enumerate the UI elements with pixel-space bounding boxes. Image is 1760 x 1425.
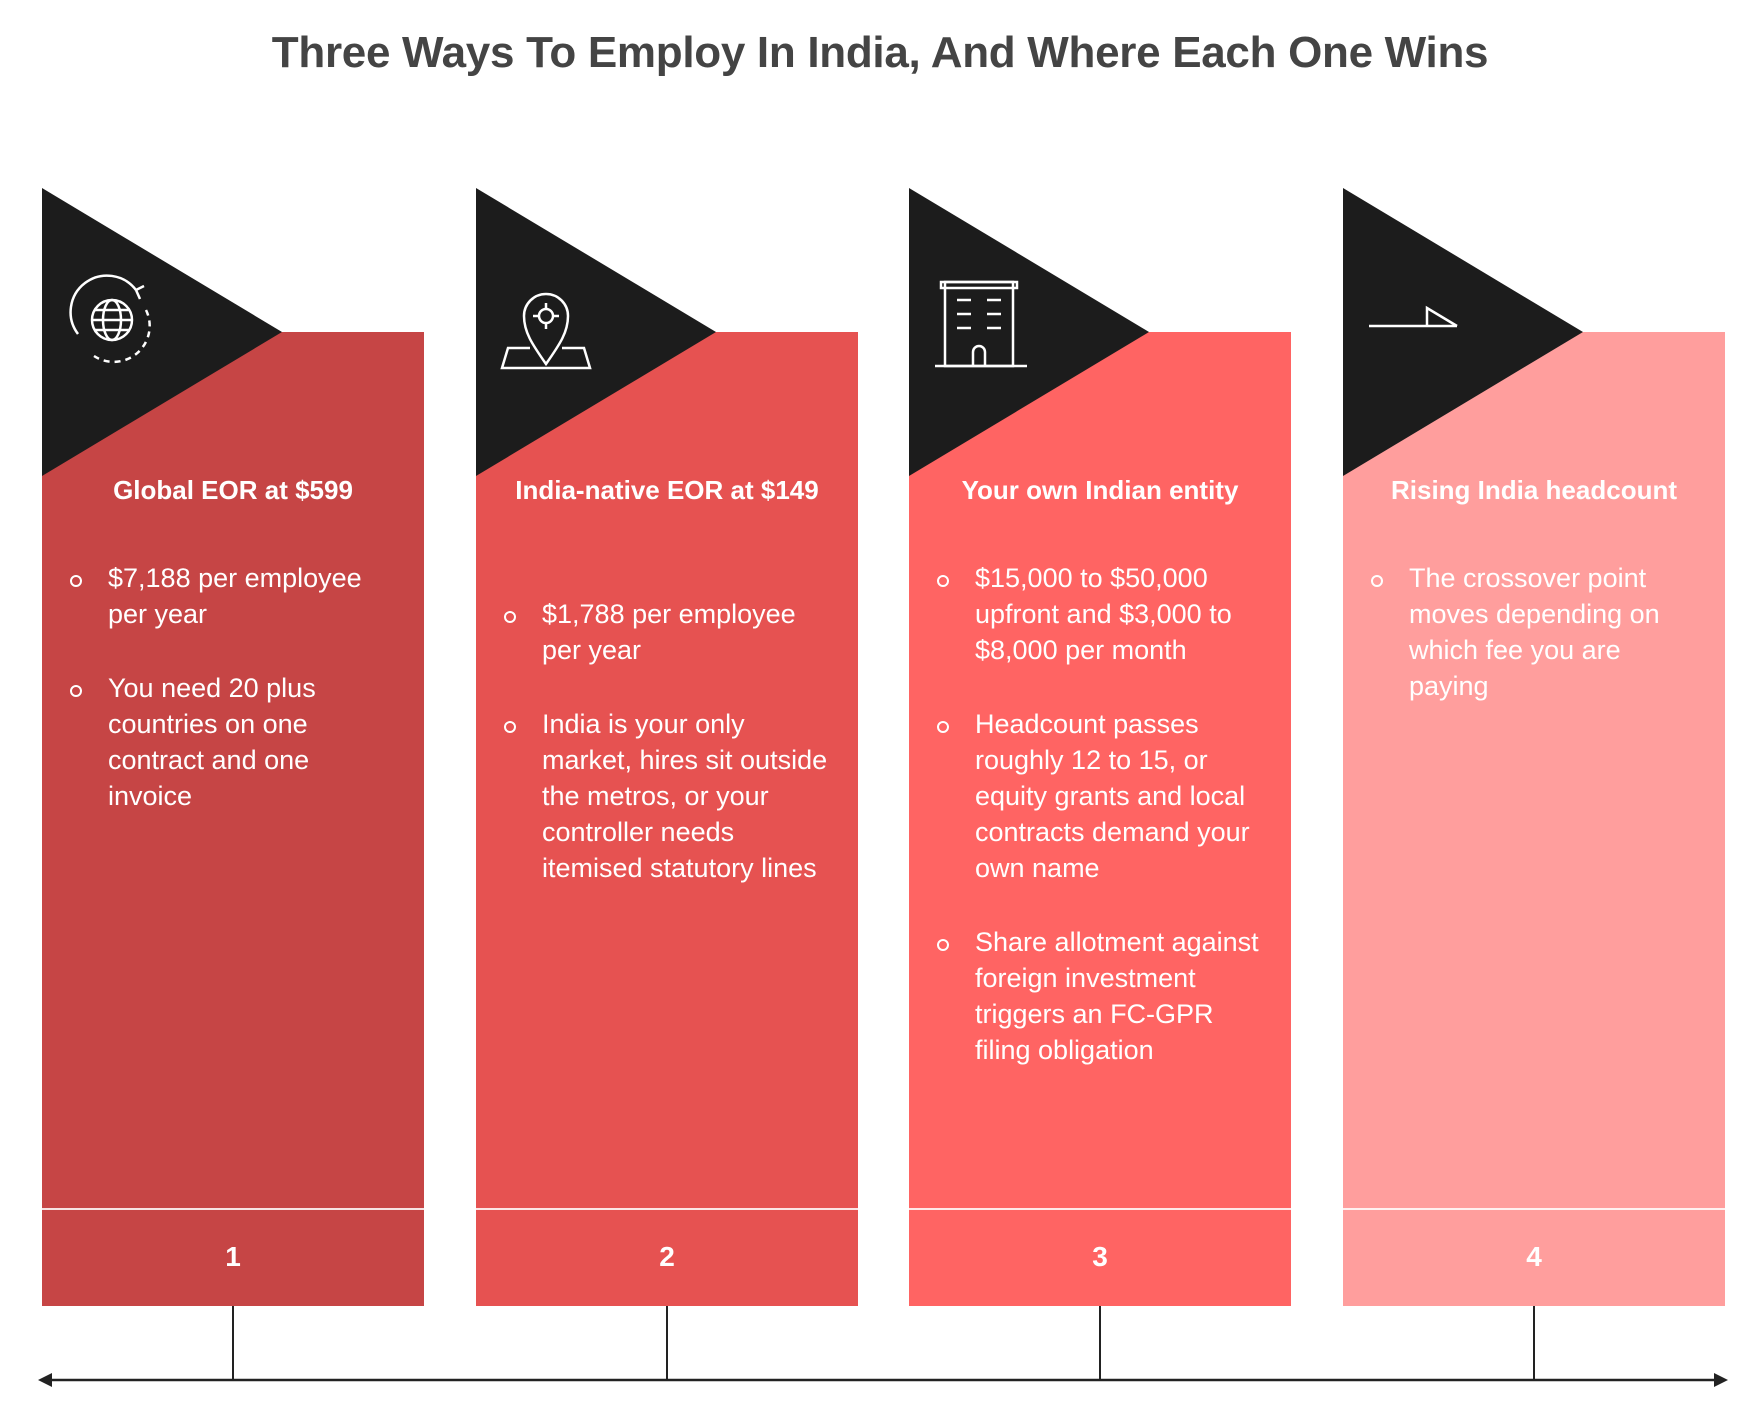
bullet-icon [70, 685, 82, 697]
bullet-list: The crossover point moves depending on w… [1369, 560, 1699, 742]
list-item: $15,000 to $50,000 upfront and $3,000 to… [935, 560, 1265, 668]
column-divider [909, 1208, 1291, 1210]
list-item: India is your only market, hires sit out… [502, 706, 832, 886]
bullet-text: Share allotment against foreign investme… [975, 927, 1259, 1065]
rising-line-icon [1369, 305, 1458, 328]
office-building-icon [935, 280, 1027, 368]
column-number: 1 [225, 1241, 241, 1272]
bullet-icon [937, 575, 949, 587]
location-pin-icon [500, 292, 592, 370]
bullet-text: $15,000 to $50,000 upfront and $3,000 to… [975, 563, 1232, 665]
list-item: Headcount passes roughly 12 to 15, or eq… [935, 706, 1265, 886]
timeline-tick-1 [232, 1306, 234, 1379]
flag-triangle [476, 188, 716, 476]
timeline-tick-4 [1533, 1306, 1535, 1379]
timeline-tick-2 [666, 1306, 668, 1379]
list-item: $7,188 per employee per year [68, 560, 398, 632]
list-item: You need 20 plus countries on one contra… [68, 670, 398, 814]
bullet-list: $7,188 per employee per year You need 20… [68, 560, 398, 852]
column-2: India-native EOR at $149 $1,788 per empl… [476, 188, 858, 1306]
bullet-icon [937, 721, 949, 733]
bullet-list: $1,788 per employee per year India is yo… [502, 596, 832, 924]
bullet-icon [504, 721, 516, 733]
column-3: Your own Indian entity $15,000 to $50,00… [909, 188, 1291, 1306]
column-number: 3 [1092, 1241, 1108, 1272]
globe-rotate-icon [69, 274, 151, 364]
bullet-icon [70, 575, 82, 587]
column-4: Rising India headcount The crossover poi… [1343, 188, 1725, 1306]
column-heading: India-native EOR at $149 [515, 475, 819, 505]
bullet-text: $1,788 per employee per year [542, 599, 796, 665]
list-item: $1,788 per employee per year [502, 596, 832, 668]
column-divider [476, 1208, 858, 1210]
diagram-title: Three Ways To Employ In India, And Where… [271, 28, 1489, 77]
column-heading: Rising India headcount [1390, 475, 1677, 505]
column-body [476, 332, 858, 1306]
column-body [909, 332, 1291, 1306]
column-heading: Global EOR at $599 [113, 475, 353, 505]
timeline-axis [38, 1373, 1728, 1387]
bullet-text: The crossover point moves depending on w… [1409, 563, 1660, 701]
bullet-icon [937, 939, 949, 951]
column-1: Global EOR at $599 $7,188 per employee p… [42, 188, 424, 1306]
list-item: Share allotment against foreign investme… [935, 924, 1265, 1068]
column-divider [1343, 1208, 1725, 1210]
flag-triangle [909, 188, 1149, 476]
column-heading: Your own Indian entity [961, 475, 1239, 505]
bullet-list: $15,000 to $50,000 upfront and $3,000 to… [935, 560, 1265, 1106]
column-body [1343, 332, 1725, 1306]
column-body [42, 332, 424, 1306]
bullet-text: You need 20 plus countries on one contra… [108, 673, 316, 811]
flag-triangle [1343, 188, 1583, 476]
column-number: 2 [659, 1241, 675, 1272]
bullet-text: Headcount passes roughly 12 to 15, or eq… [975, 709, 1250, 883]
list-item: The crossover point moves depending on w… [1369, 560, 1699, 704]
bullet-icon [504, 611, 516, 623]
bullet-icon [1371, 575, 1383, 587]
bullet-text: $7,188 per employee per year [108, 563, 362, 629]
timeline-tick-3 [1099, 1306, 1101, 1379]
bullet-text: India is your only market, hires sit out… [542, 709, 828, 883]
column-divider [42, 1208, 424, 1210]
column-number: 4 [1526, 1241, 1542, 1272]
flag-triangle [42, 188, 282, 476]
